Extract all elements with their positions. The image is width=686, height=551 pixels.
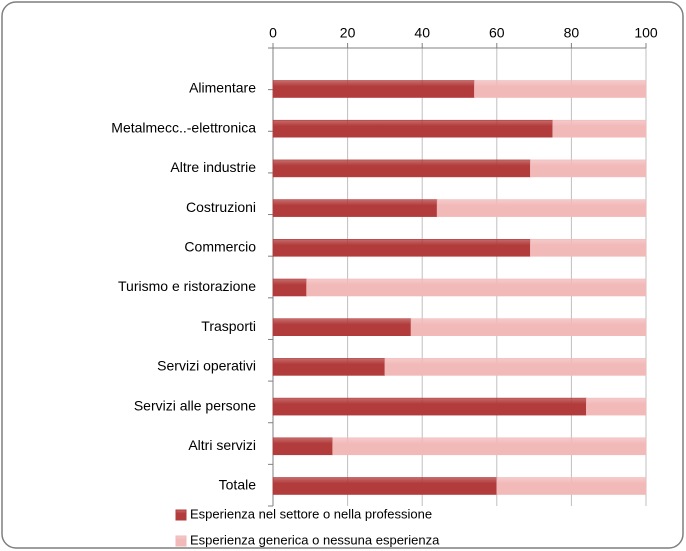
y-tick-label: Alimentare bbox=[189, 80, 256, 96]
bar bbox=[272, 199, 438, 217]
legend-label: Esperienza nel settore o nella professio… bbox=[190, 506, 432, 521]
bar bbox=[384, 358, 647, 376]
bar bbox=[496, 477, 647, 495]
bar bbox=[474, 80, 647, 98]
bar bbox=[306, 278, 647, 297]
legend-swatch bbox=[175, 509, 187, 521]
bar bbox=[272, 477, 498, 495]
x-tick-label: 80 bbox=[564, 25, 580, 41]
y-tick-label: Servizi operativi bbox=[157, 358, 256, 374]
legend: Esperienza nel settore o nella professio… bbox=[175, 506, 440, 547]
x-tick-label: 20 bbox=[340, 25, 356, 41]
y-tick-label: Servizi alle persone bbox=[134, 397, 256, 413]
y-tick-label: Totale bbox=[219, 477, 257, 493]
x-tick-label: 0 bbox=[269, 25, 277, 41]
bar bbox=[272, 119, 554, 138]
legend-swatch bbox=[175, 535, 187, 547]
bar bbox=[272, 358, 386, 376]
bar bbox=[586, 397, 647, 416]
bar bbox=[272, 239, 531, 257]
y-tick-label: Altri servizi bbox=[188, 437, 256, 453]
x-tick-label: 100 bbox=[634, 25, 658, 41]
y-tick-label: Altre industrie bbox=[170, 159, 256, 175]
x-tick-label: 40 bbox=[414, 25, 430, 41]
bar bbox=[272, 397, 587, 416]
bar bbox=[410, 318, 647, 337]
bar bbox=[272, 80, 475, 98]
bar bbox=[272, 159, 531, 178]
bar bbox=[272, 318, 412, 337]
bar bbox=[272, 278, 307, 297]
y-tick-label: Turismo e ristorazione bbox=[118, 278, 256, 294]
y-tick-label: Metalmecc..-elettronica bbox=[111, 119, 256, 135]
bar bbox=[332, 437, 647, 456]
bar bbox=[272, 437, 333, 456]
y-tick-label: Commercio bbox=[184, 239, 256, 255]
y-tick-label: Trasporti bbox=[201, 318, 256, 334]
x-tick-label: 60 bbox=[489, 25, 505, 41]
y-tick-label: Costruzioni bbox=[186, 199, 256, 215]
legend-label: Esperienza generica o nessuna esperienza bbox=[190, 532, 440, 547]
bar bbox=[436, 199, 647, 217]
bar bbox=[530, 159, 647, 178]
bar bbox=[552, 119, 647, 138]
bar bbox=[530, 239, 647, 257]
